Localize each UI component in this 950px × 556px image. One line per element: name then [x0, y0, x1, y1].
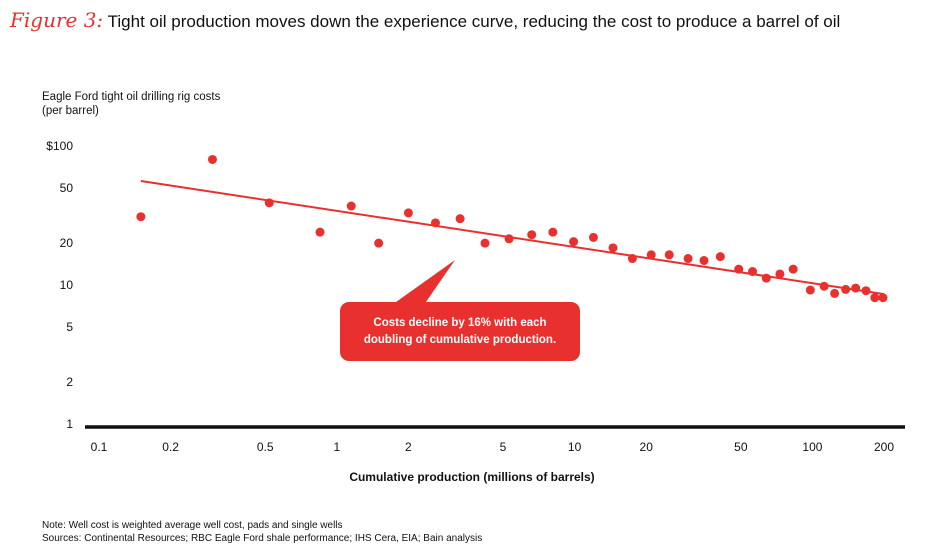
- data-point: [504, 234, 514, 244]
- data-point: [830, 288, 840, 298]
- x-axis-title: Cumulative production (millions of barre…: [349, 470, 595, 484]
- data-point: [374, 238, 384, 248]
- data-point: [851, 283, 861, 293]
- data-point: [861, 286, 871, 296]
- data-point: [699, 256, 709, 266]
- y-axis-title-line2: (per barrel): [42, 105, 99, 117]
- x-tick-label: 2: [405, 440, 412, 454]
- data-point: [841, 284, 851, 294]
- data-point: [207, 154, 217, 164]
- data-point: [870, 293, 880, 303]
- y-tick-label: 1: [66, 417, 73, 431]
- data-point: [136, 212, 146, 222]
- figure-title-text: Tight oil production moves down the expe…: [107, 12, 841, 31]
- x-tick-label: 100: [802, 440, 822, 454]
- data-point: [664, 250, 674, 260]
- data-point: [346, 201, 356, 211]
- x-tick-label: 0.5: [257, 440, 274, 454]
- data-point: [548, 227, 558, 237]
- data-point: [715, 252, 725, 262]
- x-tick-label: 0.2: [162, 440, 179, 454]
- data-point: [608, 243, 618, 253]
- x-tick-label: 10: [568, 440, 582, 454]
- data-point: [748, 267, 758, 277]
- annotation-line2: doubling of cumulative production.: [363, 333, 557, 346]
- y-tick-label: 5: [66, 320, 73, 334]
- data-point: [788, 264, 798, 274]
- x-tick-label: 5: [500, 440, 507, 454]
- data-point: [761, 273, 771, 283]
- figure-label: Figure 3:: [10, 8, 104, 32]
- data-point: [819, 281, 829, 291]
- y-tick-label: 20: [60, 236, 74, 250]
- x-tick-label: 0.1: [91, 440, 108, 454]
- figure-title: Figure 3: Tight oil production moves dow…: [10, 8, 840, 32]
- data-point: [775, 269, 785, 279]
- data-point: [878, 293, 888, 303]
- footnotes: Note: Well cost is weighted average well…: [42, 519, 482, 545]
- y-tick-label: 2: [66, 375, 73, 389]
- sources-text: Sources: Continental Resources; RBC Eagl…: [42, 533, 483, 544]
- y-tick-label: 50: [60, 181, 74, 195]
- data-point: [527, 230, 537, 240]
- data-point: [430, 218, 440, 228]
- data-point: [646, 250, 656, 260]
- data-point: [588, 232, 598, 242]
- data-point: [734, 264, 744, 274]
- data-point: [683, 254, 693, 264]
- x-tick-label: 50: [734, 440, 748, 454]
- annotation-line1: Costs decline by 16% with each: [373, 316, 547, 329]
- data-point: [264, 198, 274, 208]
- data-point: [627, 254, 637, 264]
- y-axis-title: Eagle Ford tight oil drilling rig costs …: [42, 90, 220, 118]
- y-tick-label: 10: [60, 278, 74, 292]
- y-tick-label: $100: [46, 139, 73, 153]
- annotation-callout: Costs decline by 16% with each doubling …: [340, 302, 580, 361]
- data-point: [455, 214, 465, 224]
- x-tick-label: 1: [333, 440, 340, 454]
- data-point: [805, 285, 815, 295]
- data-point: [480, 238, 490, 248]
- x-tick-label: 20: [640, 440, 654, 454]
- data-point: [569, 237, 579, 247]
- x-tick-label: 200: [874, 440, 894, 454]
- note-text: Note: Well cost is weighted average well…: [42, 520, 343, 531]
- y-axis-title-line1: Eagle Ford tight oil drilling rig costs: [42, 91, 221, 103]
- data-point: [403, 208, 413, 218]
- data-point: [315, 227, 325, 237]
